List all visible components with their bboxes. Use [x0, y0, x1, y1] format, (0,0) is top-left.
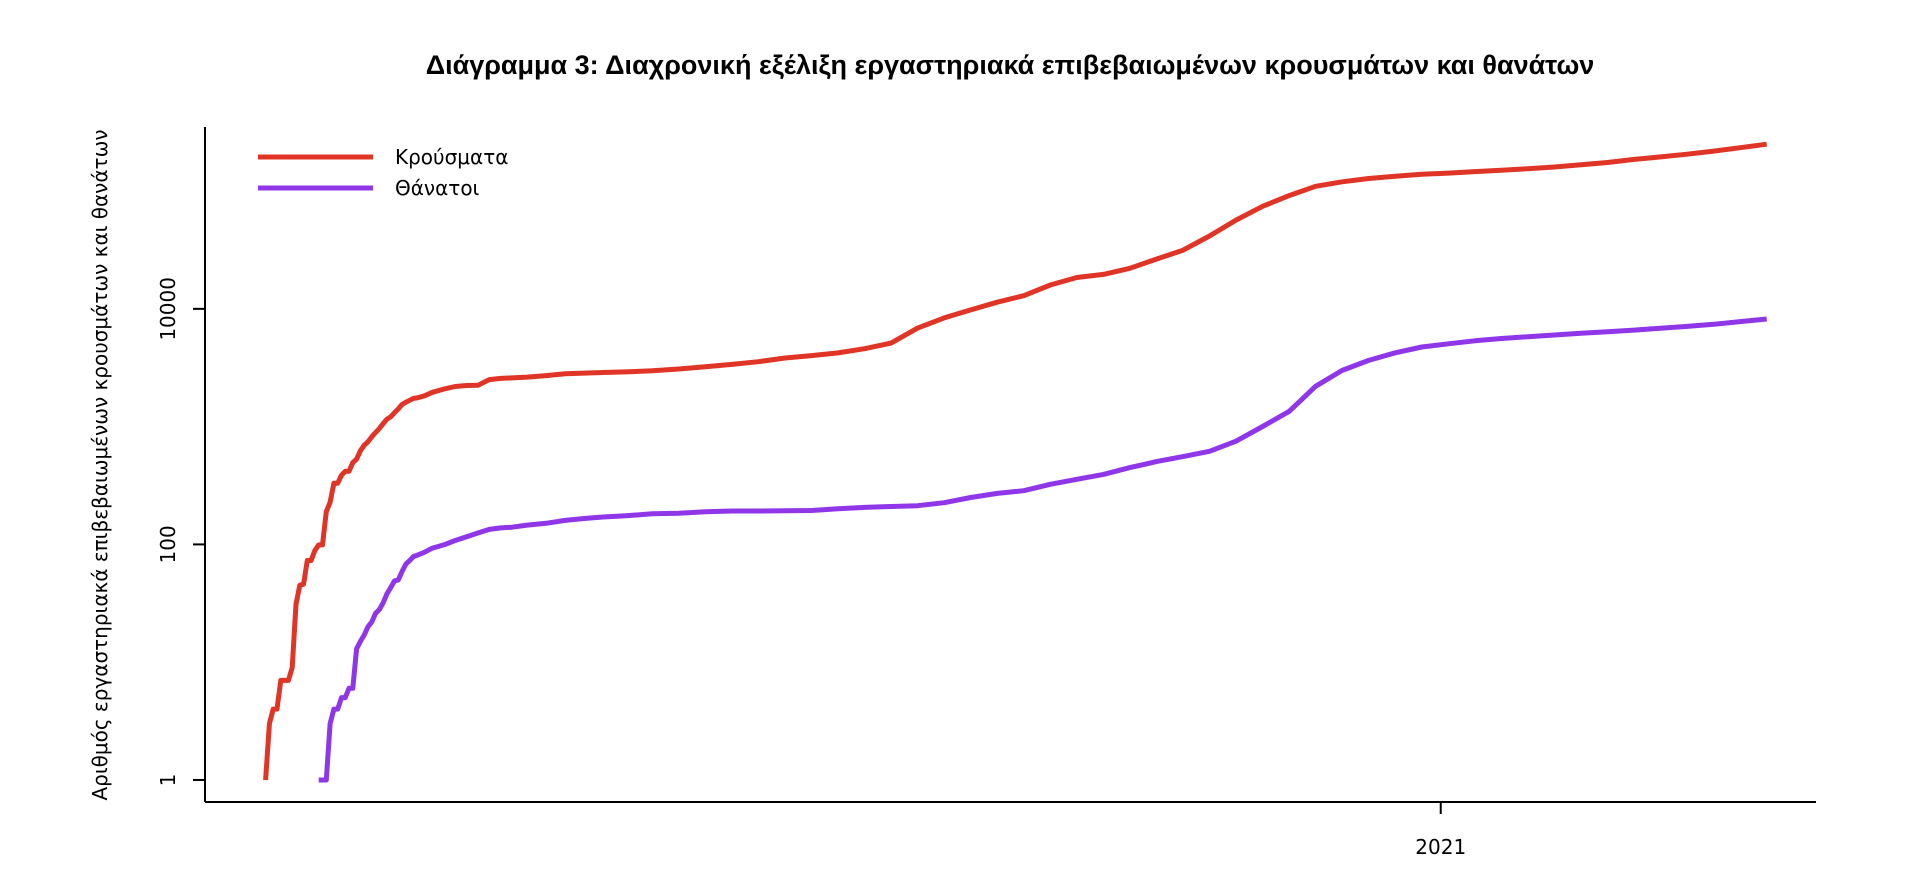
- y-tick-label: 100: [156, 525, 180, 563]
- legend-label-2: Θάνατοι: [395, 176, 480, 200]
- series-lines: [263, 141, 1768, 783]
- y-tick-label: 1: [156, 774, 180, 787]
- legend-label-1: Κρούσματα: [395, 145, 508, 169]
- x-tick-label: 2021: [1415, 835, 1466, 859]
- series-line-1: [263, 141, 1768, 781]
- chart-title: Διάγραμμα 3: Διαχρονική εξέλιξη εργαστηρ…: [426, 50, 1595, 80]
- y-axis-label: Αριθμός εργαστηριακά επιβεβαιωμένων κρου…: [88, 130, 112, 801]
- y-tick-label: 10000: [156, 277, 180, 341]
- series-line-2: [318, 316, 1767, 783]
- axes: 1 100 10000 2021: [156, 127, 1816, 859]
- legend: Κρούσματα Θάνατοι: [258, 145, 508, 200]
